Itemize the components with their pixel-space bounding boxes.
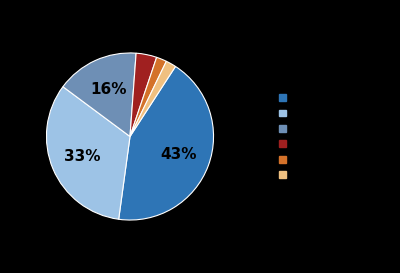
Text: 33%: 33%	[64, 149, 100, 164]
Wedge shape	[130, 57, 166, 136]
Wedge shape	[119, 66, 214, 220]
Legend: Academia, Government, Industry, Defense, Non-profit, Other: Academia, Government, Industry, Defense,…	[277, 91, 352, 182]
Text: 16%: 16%	[90, 82, 127, 97]
Wedge shape	[46, 87, 130, 219]
Wedge shape	[63, 53, 136, 136]
Text: 43%: 43%	[160, 147, 197, 162]
Wedge shape	[130, 53, 157, 136]
Wedge shape	[130, 61, 176, 136]
